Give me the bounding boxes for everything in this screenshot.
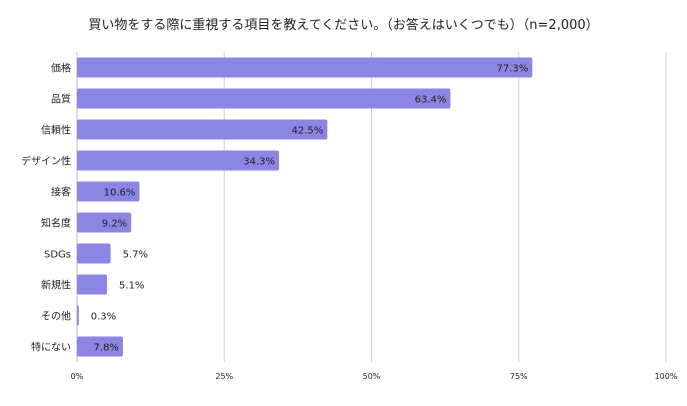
chart-title: 買い物をする際に重視する項目を教えてください。（お答えはいくつでも）（n=2,0… [88, 18, 599, 33]
x-tick-label: 75% [510, 372, 528, 381]
data-label: 63.4% [415, 95, 447, 106]
bar [77, 150, 280, 171]
bar [77, 212, 132, 233]
bar [77, 274, 108, 295]
category-label: 接客 [51, 186, 71, 199]
category-label: SDGs [44, 250, 71, 261]
bar [77, 243, 111, 264]
bar [77, 181, 140, 202]
category-label: デザイン性 [21, 155, 71, 168]
data-label: 0.3% [91, 312, 116, 323]
bar [77, 305, 79, 326]
x-tick-label: 100% [655, 372, 678, 381]
x-tick-label: 0% [71, 372, 84, 381]
category-label: 信頼性 [41, 124, 71, 137]
x-tick-label: 50% [363, 372, 381, 381]
data-label: 5.7% [123, 250, 148, 261]
category-label: 価格 [51, 62, 71, 75]
data-label: 42.5% [292, 126, 324, 137]
data-label: 10.6% [104, 188, 136, 199]
data-label: 34.3% [243, 157, 275, 168]
data-label: 7.8% [94, 343, 119, 354]
data-label: 9.2% [102, 219, 127, 230]
data-label: 5.1% [119, 281, 144, 292]
bar [77, 88, 451, 109]
x-tick-label: 25% [215, 372, 233, 381]
category-label: 特にない [31, 342, 71, 354]
data-label: 77.3% [497, 64, 529, 75]
category-label: 新規性 [41, 279, 71, 292]
bar [77, 57, 533, 78]
bar [77, 336, 123, 357]
category-label: 知名度 [41, 217, 71, 230]
category-label: その他 [41, 310, 71, 323]
bar [77, 119, 328, 140]
category-label: 品質 [51, 93, 71, 106]
